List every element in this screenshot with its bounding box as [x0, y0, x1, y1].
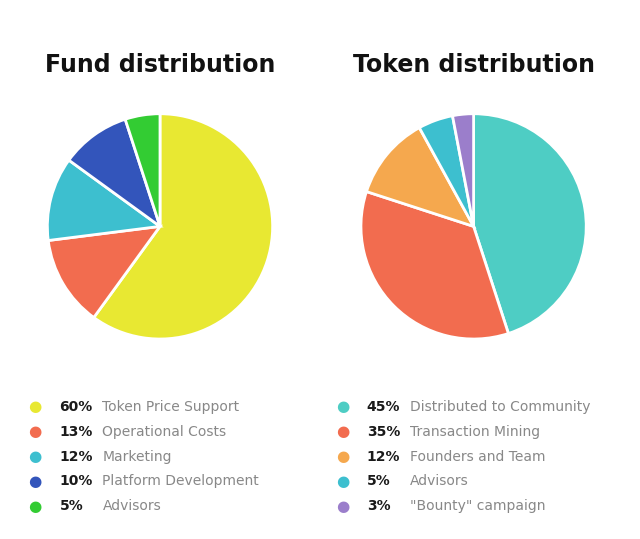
- Text: Platform Development: Platform Development: [102, 474, 259, 488]
- Text: Founders and Team: Founders and Team: [410, 450, 545, 464]
- Title: Token distribution: Token distribution: [353, 53, 595, 77]
- Text: 35%: 35%: [367, 425, 400, 439]
- Text: Advisors: Advisors: [102, 499, 161, 513]
- Wedge shape: [367, 128, 474, 226]
- Text: "Bounty" campaign: "Bounty" campaign: [410, 499, 545, 513]
- Text: ●: ●: [29, 499, 42, 514]
- Wedge shape: [47, 160, 160, 240]
- Title: Fund distribution: Fund distribution: [45, 53, 275, 77]
- Text: ●: ●: [336, 399, 349, 414]
- Wedge shape: [452, 114, 474, 226]
- Text: Token Price Support: Token Price Support: [102, 400, 239, 414]
- Text: Advisors: Advisors: [410, 474, 468, 488]
- Text: 45%: 45%: [367, 400, 400, 414]
- Wedge shape: [419, 116, 474, 226]
- Text: 13%: 13%: [60, 425, 93, 439]
- Text: ●: ●: [29, 449, 42, 464]
- Text: Operational Costs: Operational Costs: [102, 425, 227, 439]
- Text: 12%: 12%: [60, 450, 93, 464]
- Text: 5%: 5%: [60, 499, 83, 513]
- Text: ●: ●: [336, 424, 349, 439]
- Text: ●: ●: [336, 449, 349, 464]
- Text: ●: ●: [29, 399, 42, 414]
- Wedge shape: [125, 114, 160, 226]
- Text: 10%: 10%: [60, 474, 93, 488]
- Text: Transaction Mining: Transaction Mining: [410, 425, 540, 439]
- Text: Distributed to Community: Distributed to Community: [410, 400, 590, 414]
- Wedge shape: [69, 119, 160, 226]
- Text: Marketing: Marketing: [102, 450, 172, 464]
- Text: ●: ●: [29, 424, 42, 439]
- Text: 3%: 3%: [367, 499, 390, 513]
- Text: 12%: 12%: [367, 450, 400, 464]
- Text: ●: ●: [336, 499, 349, 514]
- Wedge shape: [361, 191, 508, 339]
- Text: 5%: 5%: [367, 474, 390, 488]
- Text: ●: ●: [29, 474, 42, 489]
- Wedge shape: [48, 226, 160, 317]
- Text: ●: ●: [336, 474, 349, 489]
- Text: 60%: 60%: [60, 400, 93, 414]
- Wedge shape: [94, 114, 273, 339]
- Wedge shape: [474, 114, 586, 334]
